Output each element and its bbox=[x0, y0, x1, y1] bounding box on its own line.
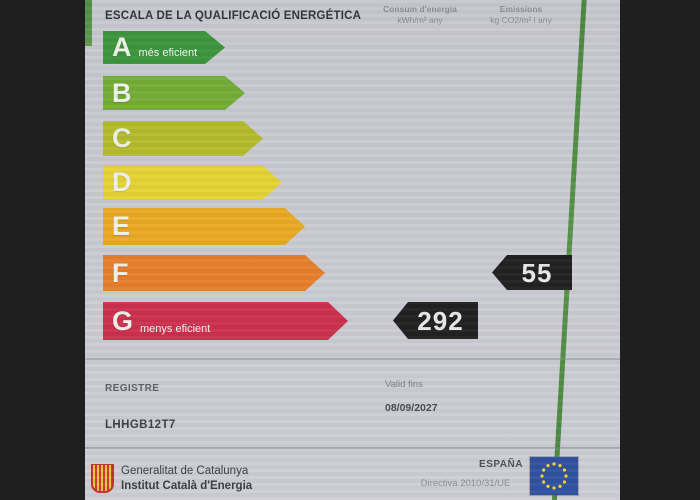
registre-code: LHHGB12T7 bbox=[105, 419, 176, 431]
energy-arrow-F: F bbox=[103, 255, 325, 291]
energy-letter-E: E bbox=[112, 211, 131, 241]
emissions-header-line1: Emissions bbox=[499, 4, 543, 14]
valid-until-label: Valid fins bbox=[385, 379, 423, 390]
scale-title: ESCALA DE LA QUALIFICACIÓ ENERGÉTICA bbox=[105, 10, 362, 22]
energy-letter-G: G bbox=[112, 305, 134, 336]
valid-until-date: 08/09/2027 bbox=[385, 402, 438, 414]
directiva-label: Directiva 2010/31/UE bbox=[420, 478, 511, 489]
energy-arrow-B: B bbox=[103, 76, 245, 110]
emissions-value: 55 bbox=[521, 257, 553, 288]
energy-letter-C: C bbox=[112, 123, 132, 153]
emissions-header-line2: kg CO2/m² i any bbox=[490, 15, 552, 26]
consum-header-line1: Consum d'energia bbox=[383, 4, 457, 14]
energy-letter-F: F bbox=[112, 257, 129, 288]
energy-arrow-C: C bbox=[103, 121, 263, 156]
energy-note-A: més eficient bbox=[138, 47, 198, 59]
column-header-emissions: Emissions kg CO2/m² i any bbox=[465, 4, 577, 27]
eu-flag-icon bbox=[530, 457, 578, 495]
energy-letter-B: B bbox=[112, 77, 132, 108]
energy-arrow-D: D bbox=[103, 165, 282, 200]
energy-note-G: menys eficient bbox=[140, 323, 211, 335]
espana-label: ESPAÑA bbox=[479, 459, 523, 470]
energy-arrow-E: E bbox=[103, 208, 305, 245]
column-header-consum: Consum d'energia kWh/m² any bbox=[358, 4, 482, 27]
section-divider-top bbox=[85, 358, 620, 360]
generalitat-shield-icon bbox=[91, 464, 114, 493]
registre-label: REGISTRE bbox=[105, 383, 160, 394]
energy-letter-A: A bbox=[112, 32, 132, 62]
consum-value: 292 bbox=[417, 305, 464, 336]
generalitat-line2: Institut Català d'Energia bbox=[121, 479, 253, 492]
energy-letter-D: D bbox=[112, 167, 132, 197]
section-divider-bottom bbox=[85, 447, 620, 449]
eu-flag-stars bbox=[540, 462, 568, 490]
generalitat-logo: Generalitat de Catalunya Institut Català… bbox=[91, 464, 252, 493]
label-right-border bbox=[551, 0, 587, 500]
generalitat-text: Generalitat de Catalunya Institut Català… bbox=[121, 464, 252, 493]
consum-header-line2: kWh/m² any bbox=[397, 15, 443, 26]
consum-value-marker: 292 bbox=[393, 302, 478, 339]
label-left-border bbox=[85, 0, 92, 46]
generalitat-line1: Generalitat de Catalunya bbox=[121, 465, 249, 478]
certificate-document: ESCALA DE LA QUALIFICACIÓ ENERGÉTICA Con… bbox=[85, 0, 620, 500]
emissions-value-marker: 55 bbox=[492, 255, 572, 290]
